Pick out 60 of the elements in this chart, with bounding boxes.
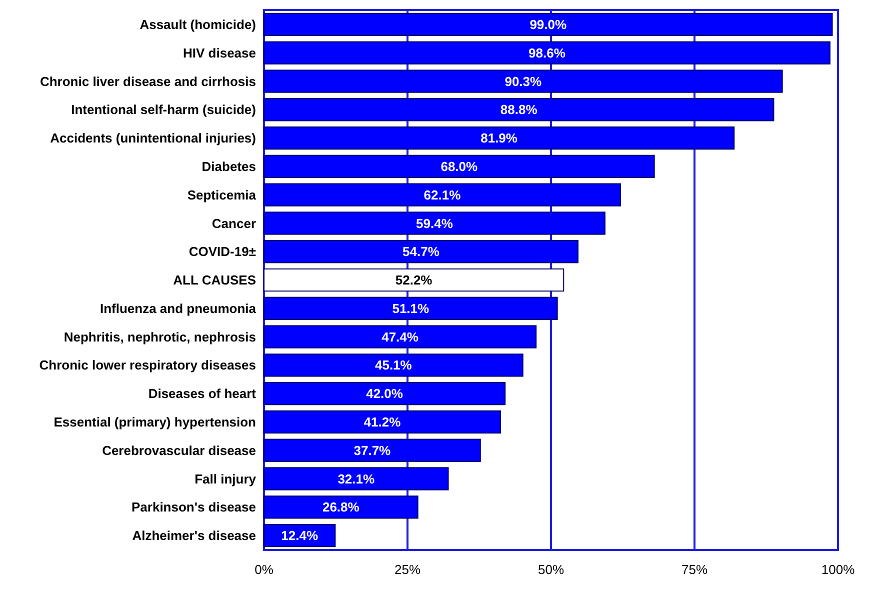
y-tick-label: Parkinson's disease bbox=[132, 500, 256, 515]
y-tick-label: Essential (primary) hypertension bbox=[54, 414, 256, 430]
y-tick-label: Cerebrovascular disease bbox=[102, 442, 256, 458]
bar bbox=[264, 12, 833, 36]
x-tick-label: 0% bbox=[254, 562, 274, 577]
y-tick-label: Fall injury bbox=[194, 471, 257, 486]
data-label: 68.0% bbox=[440, 158, 478, 174]
x-tick-label: 100% bbox=[821, 562, 856, 577]
x-tick-label: 75% bbox=[681, 562, 708, 577]
y-tick-label: Chronic lower respiratory diseases bbox=[39, 358, 256, 373]
bar bbox=[264, 325, 537, 348]
data-label: 99.0% bbox=[530, 17, 567, 32]
data-label: 12.4% bbox=[281, 528, 318, 544]
bar bbox=[264, 410, 501, 434]
data-label: 52.2% bbox=[395, 272, 433, 288]
y-tick-label: Chronic liver disease and cirrhosis bbox=[40, 74, 256, 89]
data-label: 41.2% bbox=[364, 414, 402, 430]
data-label: 90.3% bbox=[504, 74, 542, 89]
data-label: 45.1% bbox=[375, 358, 412, 373]
bar bbox=[264, 183, 621, 206]
y-tick-label: HIV disease bbox=[183, 45, 256, 60]
bar bbox=[264, 126, 735, 150]
bar bbox=[264, 438, 481, 462]
data-label: 37.7% bbox=[354, 442, 392, 458]
bar bbox=[264, 154, 655, 178]
y-tick-label: Assault (homicide) bbox=[140, 17, 256, 32]
bar bbox=[264, 296, 558, 320]
data-label: 47.4% bbox=[382, 329, 419, 344]
y-tick-label: Accidents (unintentional injuries) bbox=[50, 130, 256, 146]
bar bbox=[264, 70, 783, 93]
bar bbox=[264, 354, 524, 377]
bar bbox=[264, 240, 578, 264]
y-tick-label: ALL CAUSES bbox=[173, 272, 256, 288]
x-tick-label: 50% bbox=[538, 562, 564, 577]
y-tick-label: Cancer bbox=[212, 216, 256, 231]
data-label: 81.9% bbox=[480, 130, 518, 146]
y-tick-label: COVID-19± bbox=[188, 244, 256, 260]
data-label: 98.6% bbox=[528, 45, 566, 60]
data-label: 51.1% bbox=[392, 300, 430, 316]
y-tick-label: Nephritis, nephrotic, nephrosis bbox=[64, 329, 256, 344]
bar bbox=[264, 41, 830, 64]
bar bbox=[264, 382, 506, 406]
x-tick-label: 25% bbox=[394, 562, 421, 577]
data-label: 42.0% bbox=[366, 386, 404, 402]
y-tick-label: Diabetes bbox=[202, 158, 256, 174]
y-tick-label: Alzheimer's disease bbox=[132, 528, 256, 544]
bar bbox=[264, 496, 418, 519]
bar bbox=[264, 98, 774, 122]
y-tick-label: Influenza and pneumonia bbox=[100, 300, 257, 316]
data-label: 26.8% bbox=[322, 500, 360, 515]
data-label: 32.1% bbox=[338, 471, 375, 486]
y-tick-label: Diseases of heart bbox=[148, 386, 257, 402]
data-label: 54.7% bbox=[402, 244, 440, 260]
bar bbox=[264, 212, 606, 235]
bar bbox=[264, 467, 449, 490]
y-tick-label: Septicemia bbox=[187, 187, 257, 202]
data-label: 88.8% bbox=[500, 102, 538, 118]
data-label: 62.1% bbox=[424, 187, 462, 202]
data-label: 59.4% bbox=[416, 216, 454, 231]
y-tick-label: Intentional self-harm (suicide) bbox=[71, 102, 256, 118]
